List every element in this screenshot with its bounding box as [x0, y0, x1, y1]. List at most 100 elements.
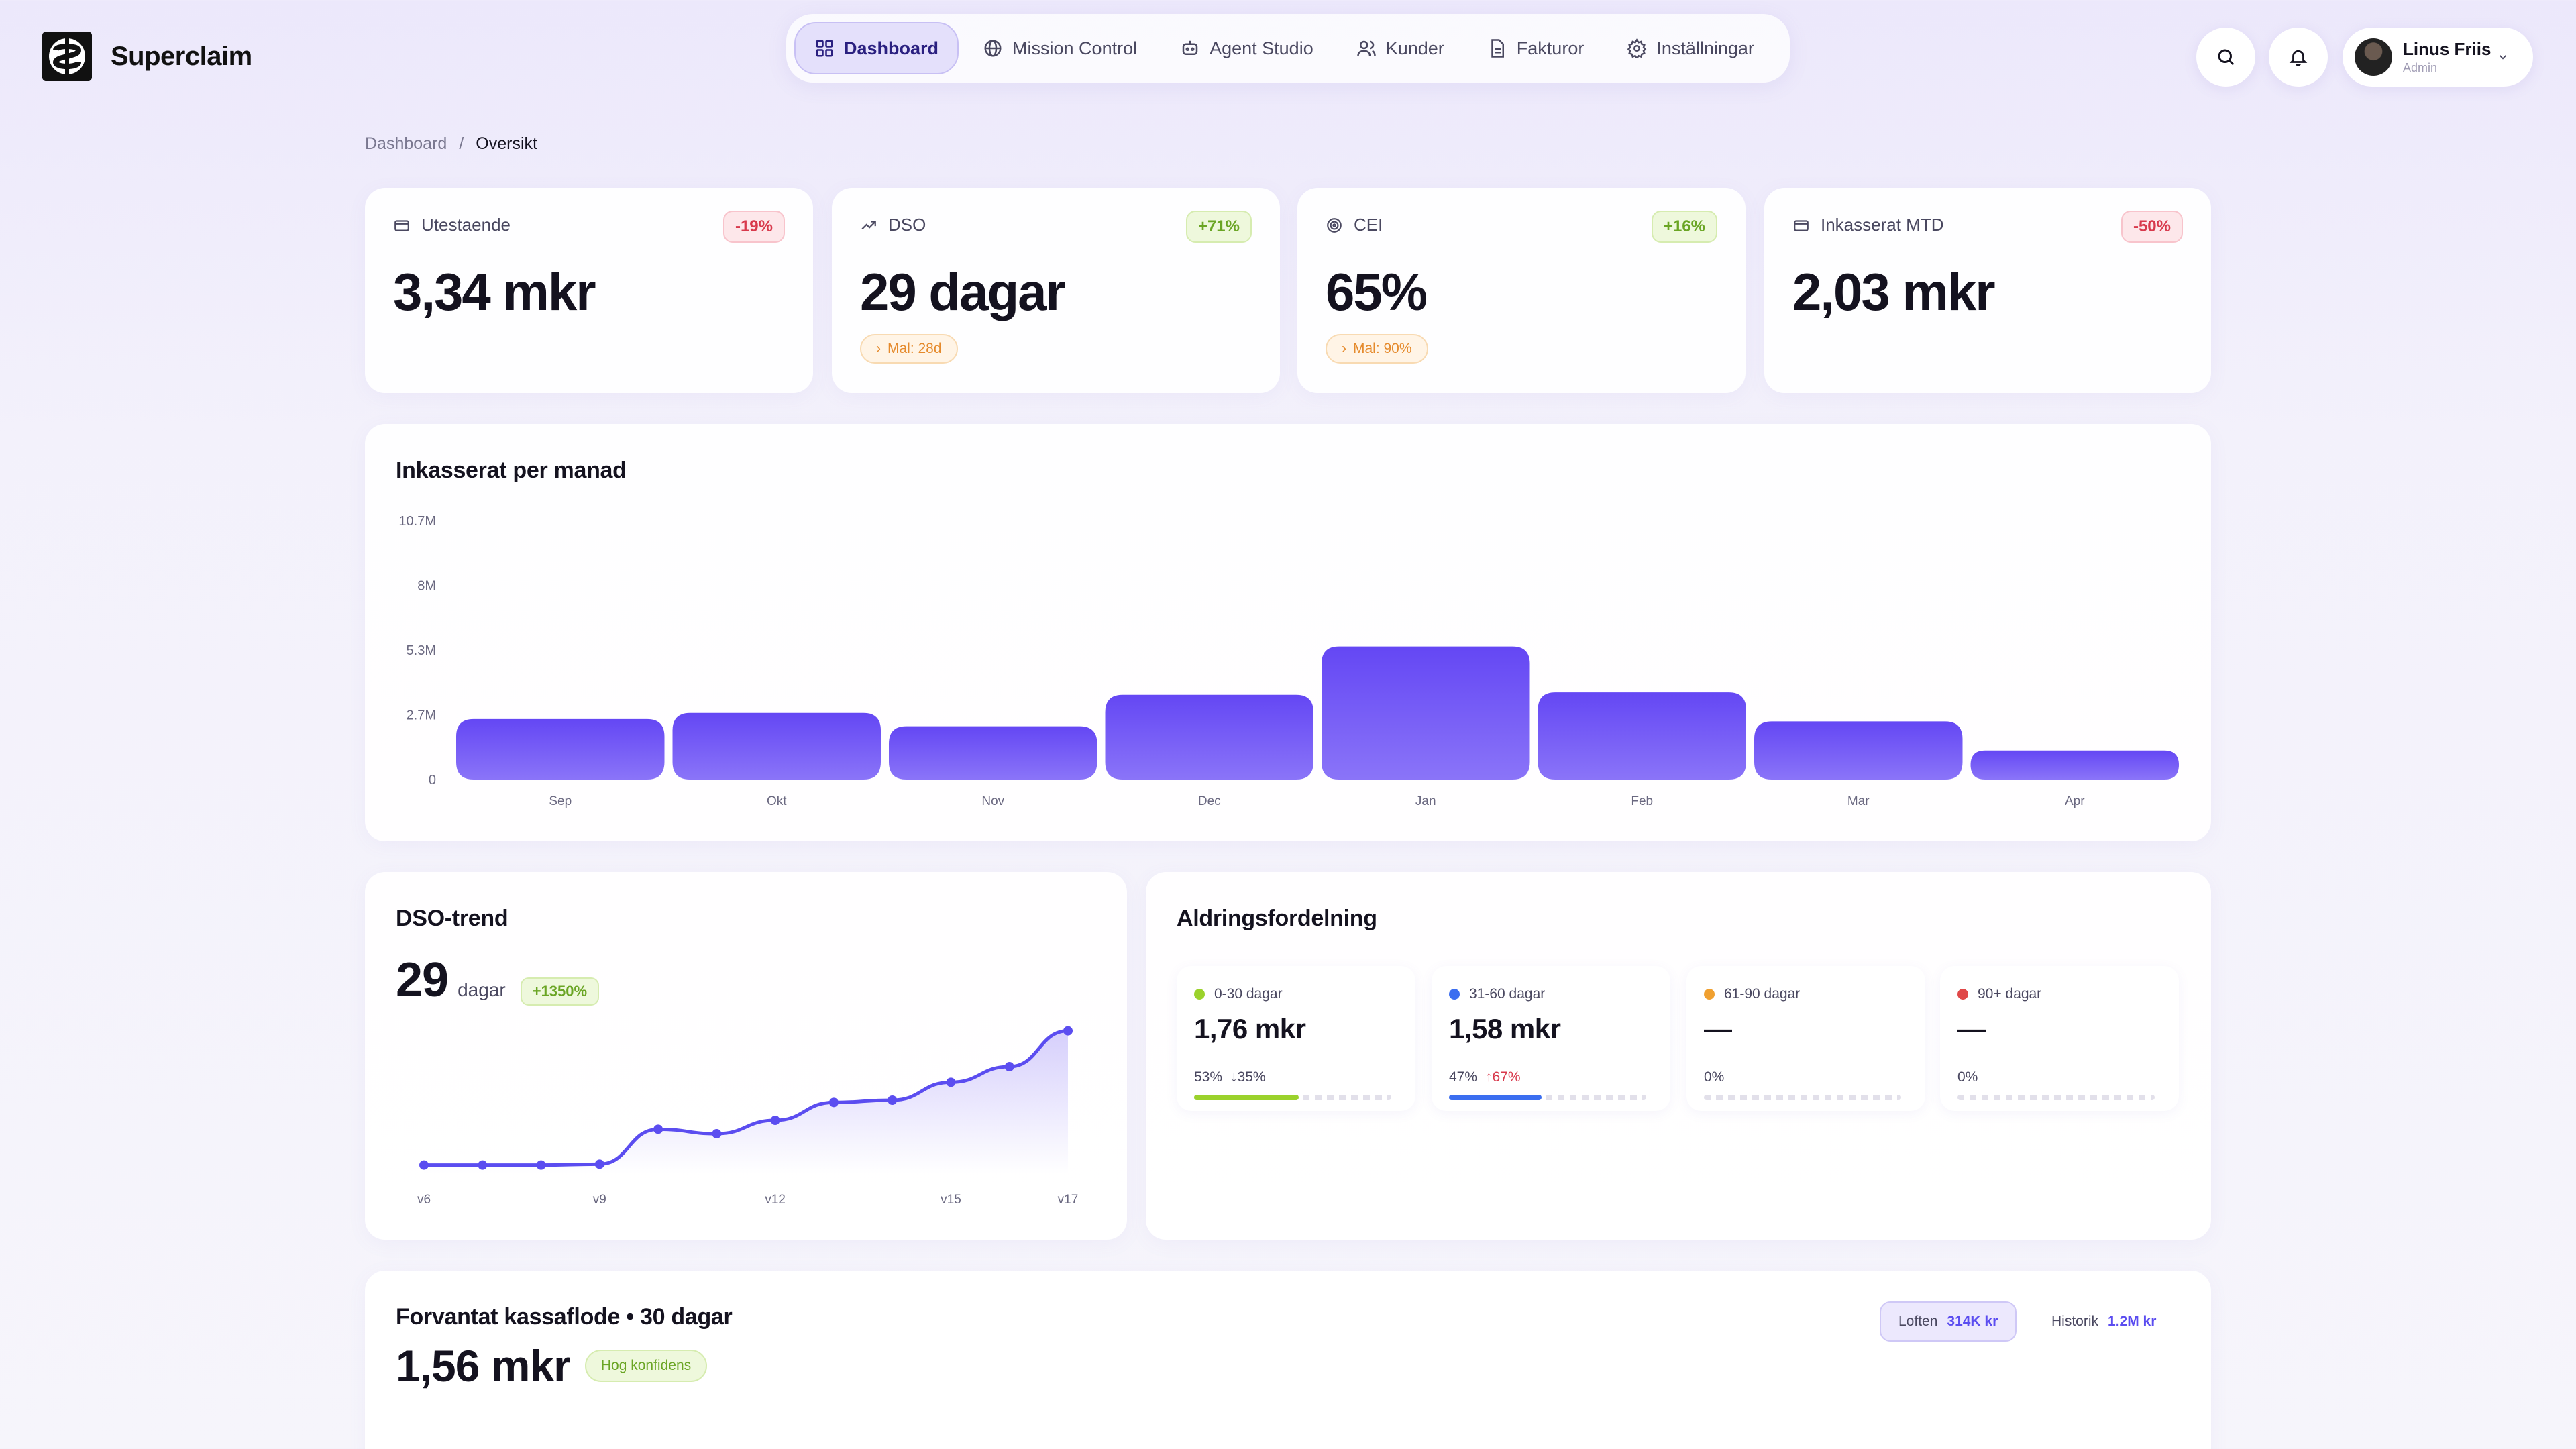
pill-loften[interactable]: Loften 314K kr	[1880, 1301, 2017, 1342]
aging-bucket-value: —	[1704, 1013, 1732, 1044]
user-menu[interactable]: Linus Friis Admin	[2343, 28, 2533, 87]
nav-dashboard[interactable]: Dashboard	[794, 22, 959, 74]
aging-bucket-pct: 53%	[1194, 1069, 1223, 1085]
search-button[interactable]	[2196, 28, 2255, 87]
bar-sep[interactable]	[456, 718, 665, 780]
data-point-v14[interactable]	[888, 1095, 898, 1105]
kpi-label: CEI	[1354, 215, 1383, 235]
bar-feb[interactable]	[1538, 692, 1747, 780]
data-point-v8[interactable]	[536, 1160, 546, 1170]
kpi-card-utestaende: Utestaende -19% 3,34 mkr	[365, 188, 813, 393]
kpi-value: 29 dagar	[860, 262, 1066, 321]
file-icon	[1491, 39, 1504, 58]
kpi-value: 65%	[1326, 262, 1428, 321]
bar-dec[interactable]	[1105, 694, 1314, 780]
aging-bucket-label-wrap: 0-30 dagar	[1194, 986, 1283, 1002]
x-tick-label: v17	[1058, 1193, 1079, 1207]
nav-mission-control[interactable]: Mission Control	[964, 22, 1156, 74]
app-logo[interactable]: Superclaim	[42, 32, 252, 81]
aging-bucket-label-wrap: 90+ dagar	[1957, 986, 2041, 1002]
users-icon	[1356, 40, 1376, 56]
target-icon	[1327, 217, 1342, 233]
kpi-card-inkasserat-mtd: Inkasserat MTD -50% 2,03 mkr	[1764, 188, 2211, 393]
gear-icon	[1627, 38, 1647, 58]
y-tick-label: 8M	[417, 579, 436, 594]
dso-trend-badge: +1350%	[520, 977, 600, 1006]
avatar	[2355, 38, 2392, 76]
kpi-goal-text: Mal: 90%	[1353, 341, 1412, 356]
data-point-v6[interactable]	[419, 1160, 429, 1170]
pill-label: Loften	[1898, 1313, 1938, 1329]
breadcrumb-root[interactable]: Dashboard	[365, 134, 447, 153]
pill-historik[interactable]: Historik 1.2M kr	[2034, 1301, 2174, 1342]
area-fill	[424, 1030, 1068, 1174]
pill-label: Historik	[2051, 1313, 2099, 1329]
kpi-goal-badge: › Mal: 90%	[1326, 334, 1428, 364]
kpi-change-badge: -19%	[722, 211, 785, 243]
x-tick-label: v15	[941, 1193, 961, 1207]
bar-okt[interactable]	[672, 712, 881, 780]
aging-bucket-stats: 0%	[1704, 1069, 1732, 1085]
x-tick-label: Feb	[1631, 794, 1653, 808]
nav-fakturor[interactable]: Fakturor	[1468, 22, 1603, 74]
nav-label: Kunder	[1385, 38, 1444, 58]
x-tick-label: Okt	[767, 794, 787, 808]
data-point-v15[interactable]	[946, 1077, 956, 1087]
breadcrumb-separator: /	[459, 134, 464, 153]
data-point-v16[interactable]	[1004, 1062, 1014, 1071]
nav-label: Mission Control	[1012, 38, 1138, 58]
wallet-icon	[394, 219, 409, 231]
data-point-v11[interactable]	[712, 1129, 722, 1138]
logo-icon	[42, 32, 92, 81]
aging-bucket-card: 90+ dagar — 0%	[1940, 966, 2179, 1111]
aging-bucket-change: ↓35%	[1230, 1069, 1266, 1085]
kpi-goal-badge: › Mal: 28d	[860, 334, 958, 364]
monthly-bar-chart: 0 2.7M 5.3M 8M 10.7M Sep Okt Nov Dec Jan Feb Mar Apr	[398, 514, 2180, 808]
nav-kunder[interactable]: Kunder	[1338, 22, 1463, 74]
status-dot	[1449, 989, 1460, 1000]
aging-bucket-label: 61-90 dagar	[1724, 986, 1801, 1002]
nav-label: Agent Studio	[1210, 38, 1313, 58]
kpi-label: DSO	[888, 215, 926, 235]
bell-icon	[2289, 50, 2308, 66]
globe-icon	[984, 40, 1002, 57]
nav-agent-studio[interactable]: Agent Studio	[1161, 22, 1332, 74]
aging-progress-bar	[1704, 1095, 1901, 1100]
wallet-icon	[1794, 219, 1809, 231]
kpi-label: Utestaende	[421, 215, 511, 235]
kpi-value: 2,03 mkr	[1792, 262, 1996, 321]
aging-bucket-label: 0-30 dagar	[1214, 986, 1283, 1002]
data-point-v12[interactable]	[770, 1116, 780, 1125]
app-name: Superclaim	[111, 41, 252, 71]
cashflow-title: Forvantat kassaflode • 30 dagar	[396, 1304, 733, 1330]
trending-up-icon	[861, 221, 876, 229]
user-role: Admin	[2403, 61, 2438, 74]
bar-jan[interactable]	[1322, 646, 1530, 780]
bar-apr[interactable]	[1970, 750, 2180, 780]
notifications-button[interactable]	[2269, 28, 2328, 87]
kpi-card-dso: DSO +71% 29 dagar › Mal: 28d	[832, 188, 1280, 393]
aging-bucket-stats: 47% ↑67%	[1449, 1069, 1521, 1085]
x-tick-label: v9	[593, 1193, 606, 1207]
data-point-v13[interactable]	[828, 1097, 839, 1108]
monthly-collected-card: Inkasserat per manad 0 2.7M 5.3M 8M 10.7M Sep…	[365, 424, 2211, 841]
data-point-v10[interactable]	[653, 1124, 663, 1134]
status-dot	[1704, 989, 1715, 1000]
bar-mar[interactable]	[1754, 721, 1963, 780]
aging-bucket-stats: 53% ↓35%	[1194, 1069, 1266, 1085]
aging-bucket-pct: 0%	[1704, 1069, 1725, 1085]
x-tick-label: Jan	[1415, 794, 1436, 808]
data-point-v7[interactable]	[478, 1160, 488, 1170]
x-tick-label: Mar	[1847, 794, 1870, 808]
bar-nov[interactable]	[889, 726, 1097, 780]
aging-bucket-change: ↑67%	[1485, 1069, 1521, 1085]
search-icon	[2218, 49, 2235, 66]
nav-installningar[interactable]: Inställningar	[1608, 22, 1773, 74]
data-point-v17[interactable]	[1063, 1026, 1073, 1036]
chevron-down-icon	[2499, 55, 2507, 60]
pill-value: 1.2M kr	[2108, 1313, 2157, 1329]
data-point-v9[interactable]	[594, 1159, 604, 1169]
dso-trend-value: 29	[396, 953, 449, 1007]
x-tick-label: v12	[765, 1193, 786, 1207]
aging-card: Aldringsfordelning 0-30 dagar 1,76 mkr 53%…	[1146, 872, 2211, 1240]
